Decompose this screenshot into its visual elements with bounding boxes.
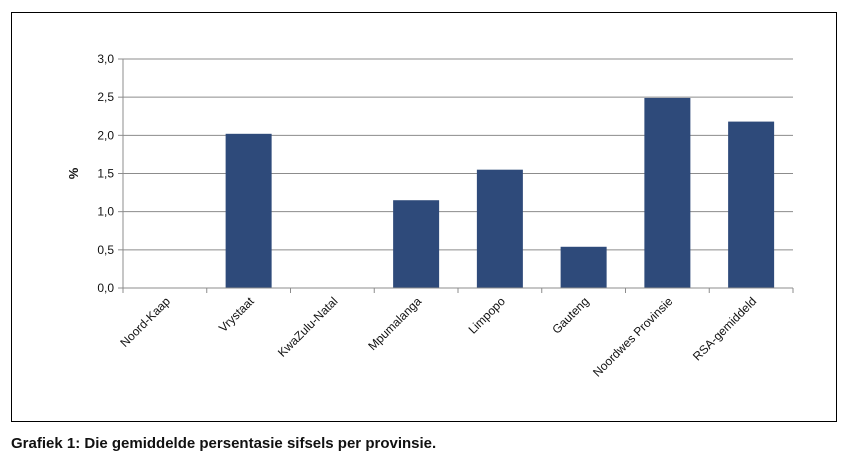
y-tick-label: 3,0 [97, 52, 114, 66]
bar [728, 121, 775, 289]
gridlines [118, 58, 794, 293]
y-tick-label: 2,5 [97, 90, 114, 104]
figure-caption: Grafiek 1: Die gemiddelde persentasie si… [11, 435, 437, 452]
category-label: Mpumalanga [365, 294, 424, 353]
y-tick-labels: 0,0 0,5 1,0 1,5 2,0 2,5 3,0 [97, 52, 114, 295]
y-tick-label: 2,0 [97, 128, 114, 142]
bar [560, 246, 607, 288]
bar [225, 133, 272, 288]
category-label: Noordwes Provinsie [590, 294, 676, 380]
bar [644, 97, 691, 289]
bars [225, 97, 775, 289]
category-label: Limpopo [466, 294, 509, 337]
bar [476, 169, 523, 288]
category-label: RSA-gemiddeld [690, 294, 759, 363]
category-labels: Noord-Kaap Vrystaat KwaZulu-Natal Mpumalang… [117, 294, 759, 380]
axes [122, 59, 793, 293]
category-label: Gauteng [549, 294, 591, 336]
category-label: Vrystaat [216, 294, 257, 335]
y-tick-label: 0,0 [97, 281, 114, 295]
category-label: KwaZulu-Natal [275, 294, 341, 360]
category-label: Noord-Kaap [117, 294, 173, 350]
y-tick-label: 1,5 [97, 167, 114, 181]
y-axis-label: % [66, 167, 81, 179]
bar [393, 200, 440, 288]
y-tick-label: 0,5 [97, 243, 114, 257]
y-tick-label: 1,0 [97, 205, 114, 219]
